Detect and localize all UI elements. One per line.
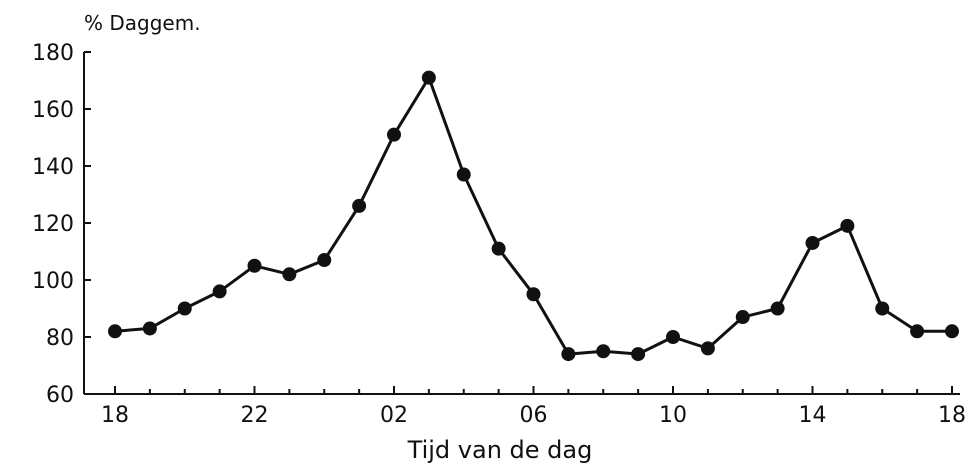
x-tick-label: 02 [380, 403, 408, 428]
y-tick-label: 80 [46, 326, 74, 351]
x-tick-label: 18 [938, 403, 966, 428]
y-tick-label: 120 [32, 212, 74, 237]
y-tick-label: 180 [32, 41, 74, 66]
y-tick-label: 100 [32, 269, 74, 294]
series-line [114, 76, 952, 356]
x-tick-label: 18 [101, 403, 129, 428]
data-point [805, 235, 820, 250]
data-point [770, 301, 785, 316]
y-tick-label: 60 [46, 383, 74, 408]
y-tick-label: 160 [32, 98, 74, 123]
data-point [631, 347, 646, 362]
x-tick-label: 14 [799, 403, 827, 428]
data-point [491, 241, 506, 256]
data-point [700, 341, 715, 356]
data-point [456, 167, 471, 182]
data-point [177, 301, 192, 316]
data-point [526, 287, 541, 302]
data-point [317, 253, 332, 268]
data-point [910, 324, 925, 339]
x-tick-label: 22 [241, 403, 269, 428]
data-point [945, 324, 959, 339]
x-tick-label: 06 [520, 403, 548, 428]
data-point [142, 321, 157, 336]
data-point [352, 198, 367, 213]
y-axis-label: % Daggem. [84, 11, 201, 35]
data-point [735, 310, 750, 325]
data-point [875, 301, 890, 316]
data-point [282, 267, 297, 282]
x-axis-title: Tijd van de dag [407, 436, 593, 464]
data-point [596, 344, 611, 359]
x-tick-label: 10 [659, 403, 687, 428]
y-tick-label: 140 [32, 155, 74, 180]
data-point [561, 347, 576, 362]
data-point [421, 70, 436, 85]
data-point [387, 127, 401, 142]
data-point [212, 284, 227, 299]
data-point [666, 330, 680, 344]
data-point [247, 258, 262, 273]
data-point [840, 218, 855, 233]
data-point [108, 324, 122, 339]
